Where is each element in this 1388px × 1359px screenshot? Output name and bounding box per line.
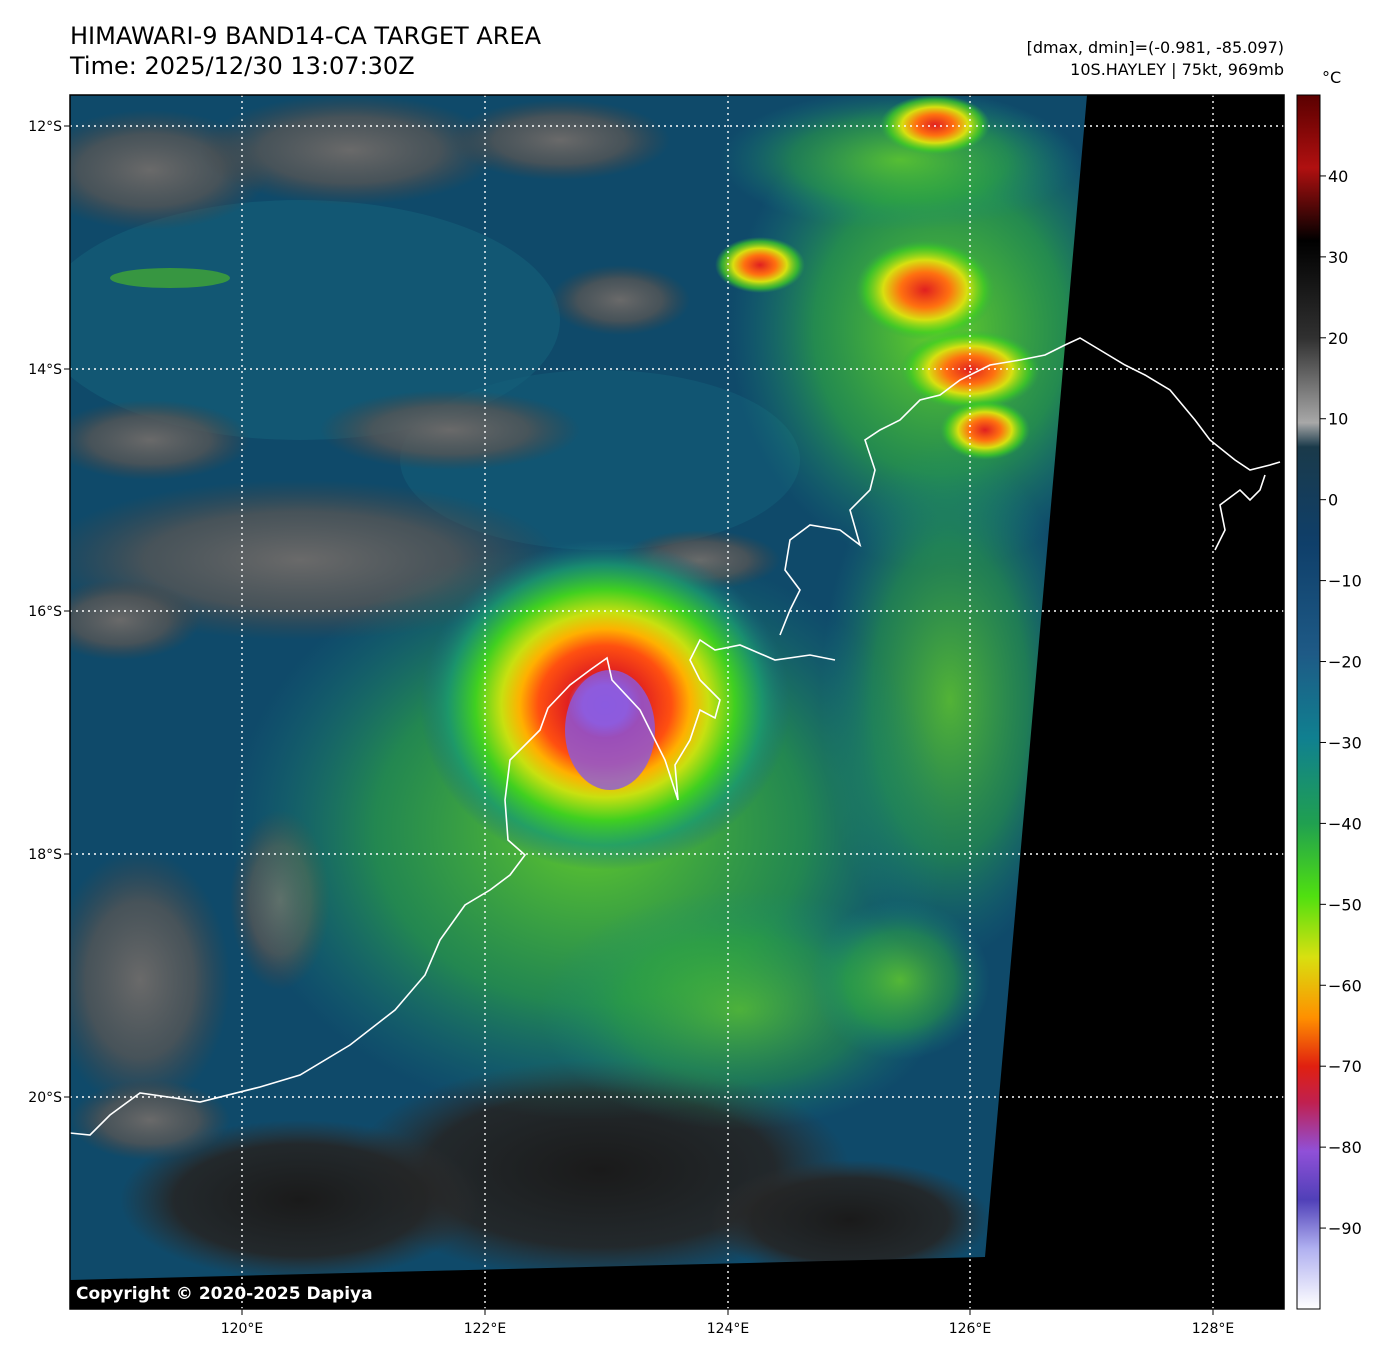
dmax-dmin-label: [dmax, dmin]=(-0.981, -85.097): [1026, 38, 1284, 57]
colorbar-tick-label: −20: [1328, 653, 1362, 672]
satellite-imagery: [70, 95, 1284, 1309]
lat-label: 14°S: [28, 362, 62, 378]
colorbar-tick-label: 10: [1328, 410, 1348, 429]
lat-label: 18°S: [28, 847, 62, 863]
copyright-text: Copyright © 2020-2025 Dapiya: [76, 1284, 373, 1304]
lat-label: 16°S: [28, 604, 62, 620]
map-frame: [69, 94, 1285, 1310]
lon-label: 122°E: [464, 1321, 507, 1337]
colorbar-tick-label: 40: [1328, 167, 1348, 186]
colorbar-tick-label: −80: [1328, 1138, 1362, 1157]
lon-label: 126°E: [949, 1321, 992, 1337]
colorbar-unit: °C: [1322, 68, 1342, 87]
colorbar-tick-label: 20: [1328, 329, 1348, 348]
coastline: [779, 337, 1281, 636]
lon-label: 128°E: [1192, 1321, 1235, 1337]
colorbar-tick-label: −50: [1328, 895, 1362, 914]
colorbar-tick-label: −60: [1328, 976, 1362, 995]
graticule: [70, 95, 1284, 1309]
lat-label: 12°S: [28, 119, 62, 135]
coastline: [1214, 474, 1266, 551]
colorbar-tick-label: −90: [1328, 1219, 1362, 1238]
storm-info-label: 10S.HAYLEY | 75kt, 969mb: [1070, 60, 1284, 79]
colorbar-tick-label: −40: [1328, 814, 1362, 833]
chart-time: Time: 2025/12/30 13:07:30Z: [70, 52, 415, 80]
chart-title: HIMAWARI-9 BAND14-CA TARGET AREA: [70, 22, 542, 50]
coastline: [70, 638, 836, 1136]
lon-label: 124°E: [707, 1321, 750, 1337]
lon-label: 120°E: [221, 1321, 264, 1337]
colorbar-tick-label: 30: [1328, 248, 1348, 267]
colorbar-tick-label: 0: [1328, 491, 1338, 510]
lat-label: 20°S: [28, 1090, 62, 1106]
colorbar-ticks: 40 30 20 10 0 −10 −20 −30 −40 −50 −60 −70 −80 −90: [1320, 167, 1362, 1238]
colorbar-tick-label: −70: [1328, 1057, 1362, 1076]
colorbar-tick-label: −30: [1328, 733, 1362, 752]
colorbar: [1296, 94, 1321, 1310]
colorbar-tick-label: −10: [1328, 572, 1362, 591]
